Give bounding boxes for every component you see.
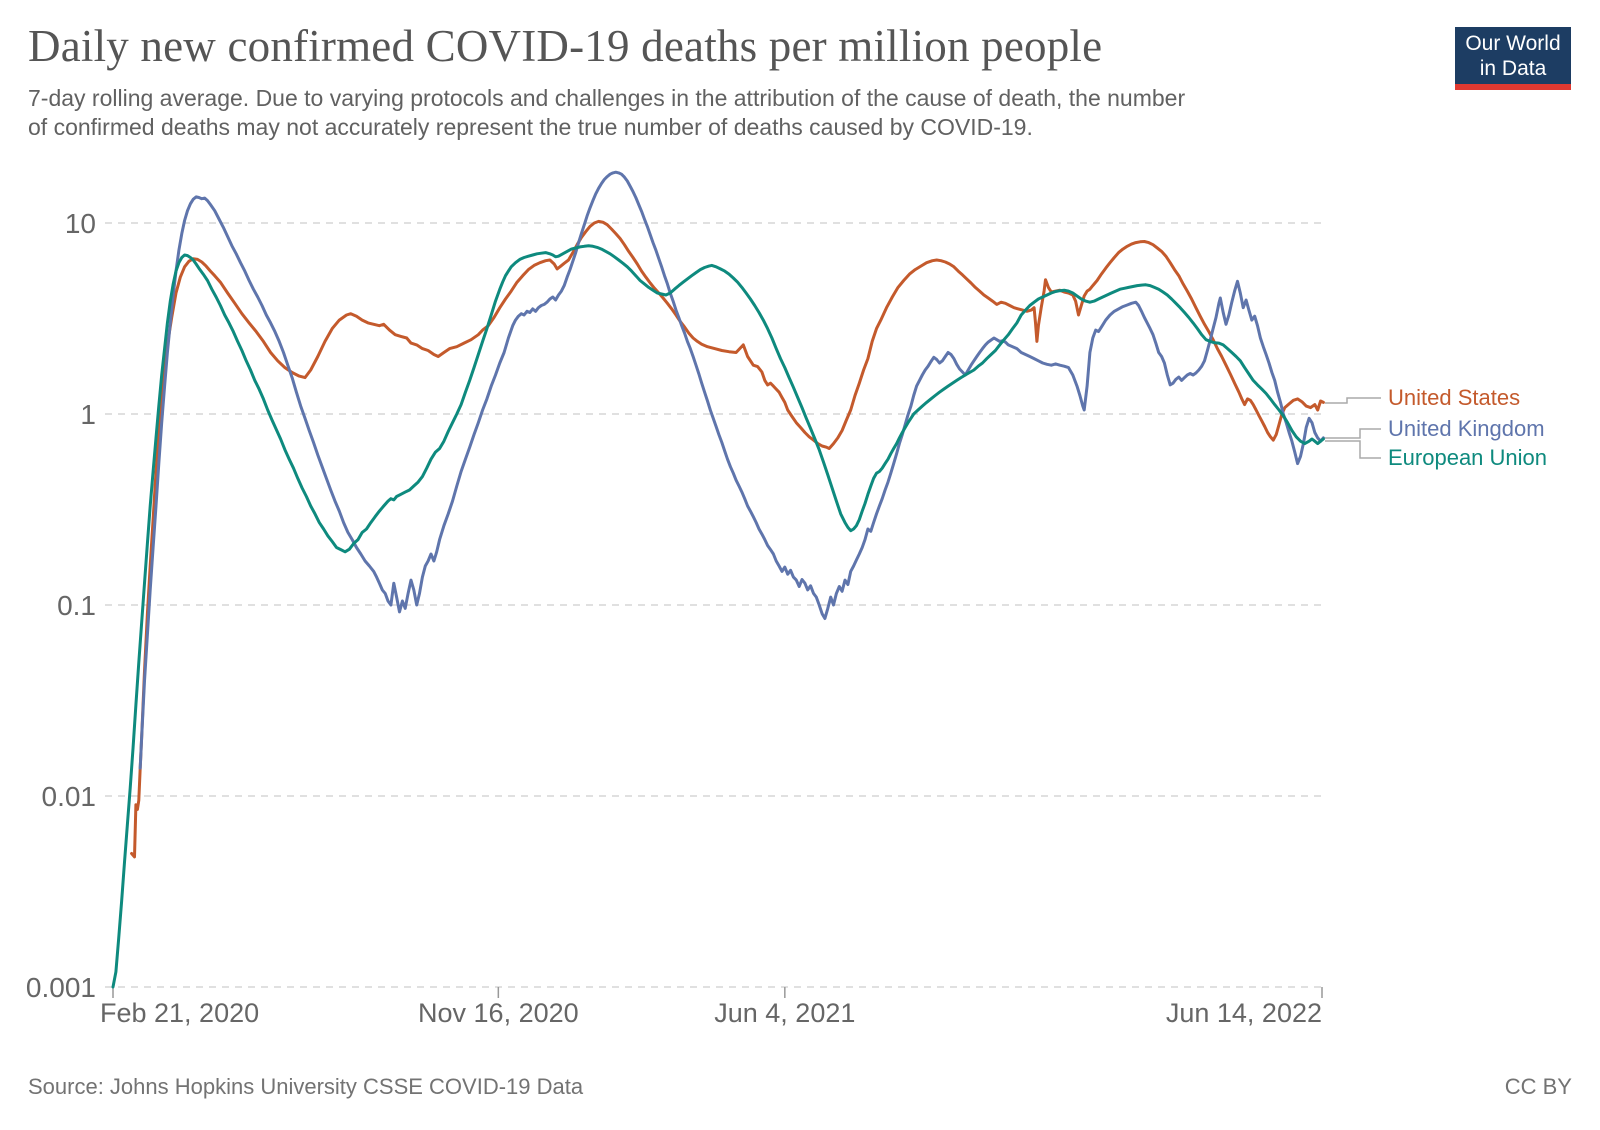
legend-label-european-union: European Union: [1388, 445, 1548, 470]
chart-subtitle: 7-day rolling average. Due to varying pr…: [28, 84, 1388, 142]
y-axis-label-0.01: 0.01: [42, 781, 97, 812]
chart-subtitle-line-1: 7-day rolling average. Due to varying pr…: [28, 85, 1186, 111]
license-link[interactable]: CC BY: [1504, 1074, 1572, 1099]
connector-united-kingdom: [1325, 428, 1381, 439]
connector-united-states: [1325, 397, 1381, 404]
legend-label-united-states: United States: [1388, 385, 1521, 410]
chart-subtitle-line-2: of confirmed deaths may not accurately r…: [28, 114, 1033, 140]
y-axis-label-10: 10: [65, 208, 96, 239]
source-text: Source: Johns Hopkins University CSSE CO…: [28, 1074, 584, 1099]
owid-logo-text-line-1: Our World: [1465, 31, 1561, 55]
data-series-lines[interactable]: [111, 170, 1325, 989]
owid-logo[interactable]: Our World in Data: [1455, 27, 1571, 90]
legend-item-united-kingdom[interactable]: United Kingdom: [1388, 415, 1545, 443]
page-title: Daily new confirmed COVID-19 deaths per …: [28, 21, 1103, 71]
series-line-united-states[interactable]: [130, 219, 1325, 859]
y-axis-label-0.1: 0.1: [57, 590, 96, 621]
x-axis-ticks: [112, 987, 1323, 998]
legend-item-united-states[interactable]: United States: [1388, 384, 1520, 412]
legend-connector-lines: [1325, 397, 1381, 459]
series-line-european-union[interactable]: [111, 244, 1325, 989]
x-axis-label-3: Jun 14, 2022: [1166, 998, 1322, 1028]
legend-label-united-kingdom: United Kingdom: [1388, 416, 1545, 441]
x-axis-label-1: Nov 16, 2020: [418, 998, 579, 1028]
y-gridlines: [105, 222, 1322, 988]
owid-logo-text-line-2: in Data: [1479, 56, 1547, 80]
chart-footer: Source: Johns Hopkins University CSSE CO…: [28, 1074, 1572, 1100]
y-axis-label-0.001: 0.001: [26, 972, 96, 1003]
x-axis-label-2: Jun 4, 2021: [714, 998, 855, 1028]
x-axis-label-0: Feb 21, 2020: [100, 998, 259, 1028]
series-line-united-kingdom[interactable]: [138, 170, 1325, 770]
y-axis-label-1: 1: [80, 399, 96, 430]
connector-european-union: [1325, 440, 1381, 459]
legend-item-european-union[interactable]: European Union: [1388, 444, 1547, 472]
